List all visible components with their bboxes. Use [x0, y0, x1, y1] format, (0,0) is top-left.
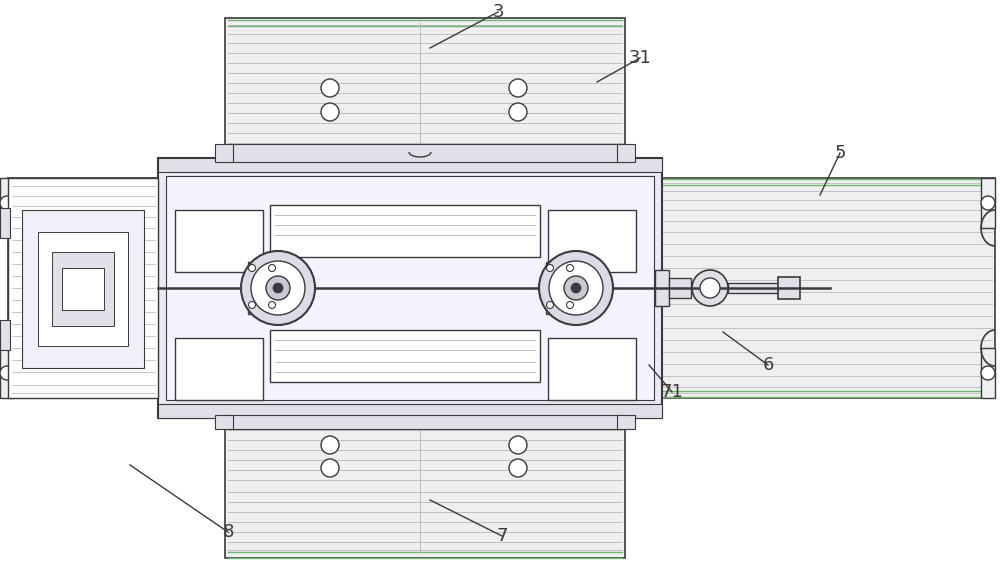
Text: 8: 8 — [222, 523, 234, 541]
Circle shape — [539, 251, 613, 325]
Circle shape — [266, 276, 290, 300]
Bar — [158, 404, 662, 418]
Bar — [158, 158, 662, 418]
Bar — [166, 176, 654, 400]
Bar — [225, 415, 625, 429]
Bar — [38, 232, 128, 346]
Circle shape — [321, 103, 339, 121]
Circle shape — [321, 79, 339, 97]
Text: 3: 3 — [492, 3, 504, 21]
Bar — [0, 208, 10, 238]
Text: 71: 71 — [661, 383, 683, 401]
Bar — [546, 262, 576, 314]
Circle shape — [566, 265, 574, 272]
Circle shape — [268, 301, 276, 308]
Bar — [215, 415, 233, 429]
Circle shape — [549, 261, 603, 315]
Bar — [175, 338, 263, 400]
Circle shape — [241, 251, 315, 325]
Bar — [0, 178, 14, 228]
Bar — [617, 144, 635, 162]
Circle shape — [321, 459, 339, 477]
Bar — [8, 178, 158, 398]
Circle shape — [566, 301, 574, 308]
Circle shape — [692, 270, 728, 306]
Bar — [215, 144, 233, 162]
Circle shape — [509, 103, 527, 121]
Circle shape — [509, 436, 527, 454]
Bar — [225, 144, 625, 162]
Text: 6: 6 — [762, 356, 774, 374]
Bar — [270, 330, 540, 382]
Circle shape — [268, 265, 276, 272]
Text: 7: 7 — [496, 527, 508, 545]
Bar — [158, 158, 662, 172]
Bar — [0, 348, 14, 398]
Bar — [225, 18, 625, 162]
Text: 5: 5 — [834, 144, 846, 162]
Circle shape — [509, 459, 527, 477]
Circle shape — [700, 278, 720, 298]
Circle shape — [571, 283, 581, 293]
Bar — [669, 278, 691, 298]
Bar — [660, 178, 995, 398]
Bar — [981, 348, 995, 398]
Circle shape — [251, 261, 305, 315]
Bar — [617, 415, 635, 429]
Bar — [548, 210, 636, 272]
Circle shape — [0, 196, 14, 210]
Bar — [778, 277, 800, 299]
Bar — [62, 268, 104, 310]
Bar — [225, 415, 625, 558]
Circle shape — [321, 436, 339, 454]
Bar — [0, 320, 10, 350]
Circle shape — [981, 196, 995, 210]
Circle shape — [273, 283, 283, 293]
Bar — [52, 252, 114, 326]
Bar — [270, 205, 540, 257]
Circle shape — [0, 366, 14, 380]
Circle shape — [564, 276, 588, 300]
Bar — [655, 270, 669, 306]
Bar — [175, 210, 263, 272]
Bar — [981, 178, 995, 228]
Circle shape — [248, 265, 256, 272]
Bar — [22, 210, 144, 368]
Bar — [8, 178, 158, 398]
Circle shape — [546, 265, 554, 272]
Bar — [248, 262, 278, 314]
Circle shape — [509, 79, 527, 97]
Bar — [728, 283, 778, 293]
Circle shape — [546, 301, 554, 308]
Circle shape — [248, 301, 256, 308]
Text: 31: 31 — [629, 49, 651, 67]
Bar — [548, 338, 636, 400]
Circle shape — [981, 366, 995, 380]
